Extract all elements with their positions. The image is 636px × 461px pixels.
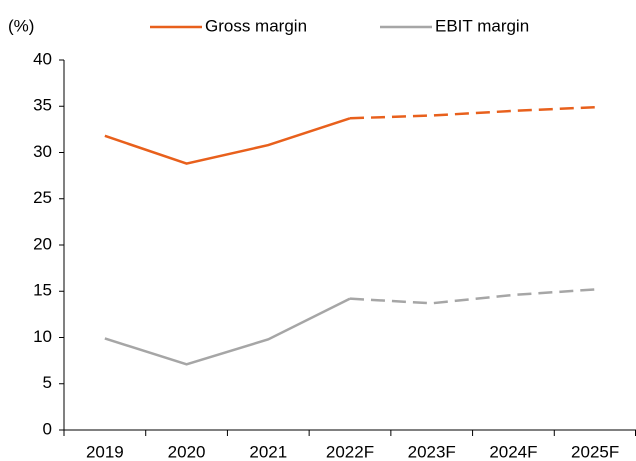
legend-label: EBIT margin bbox=[435, 16, 529, 35]
x-tick-label: 2021 bbox=[249, 442, 287, 461]
series-line bbox=[104, 117, 351, 165]
y-tick-label: 20 bbox=[33, 234, 52, 253]
x-tick-label: 2022F bbox=[326, 442, 374, 461]
series-line bbox=[104, 297, 351, 366]
y-tick-label: 10 bbox=[33, 327, 52, 346]
x-tick-label: 2023F bbox=[408, 442, 456, 461]
y-tick-label: 0 bbox=[43, 419, 52, 438]
y-tick-label: 5 bbox=[43, 373, 52, 392]
x-tick-label: 2025F bbox=[571, 442, 619, 461]
x-tick-label: 2024F bbox=[489, 442, 537, 461]
y-tick-label: 35 bbox=[33, 96, 52, 115]
series-line bbox=[349, 105, 596, 120]
x-tick-label: 2020 bbox=[168, 442, 206, 461]
series-line bbox=[349, 288, 596, 305]
x-tick-label: 2019 bbox=[86, 442, 124, 461]
y-tick-label: 25 bbox=[33, 188, 52, 207]
y-axis-label: (%) bbox=[8, 16, 34, 35]
y-tick-label: 40 bbox=[33, 49, 52, 68]
legend-label: Gross margin bbox=[205, 16, 307, 35]
y-tick-label: 15 bbox=[33, 281, 52, 300]
y-tick-label: 30 bbox=[33, 142, 52, 161]
